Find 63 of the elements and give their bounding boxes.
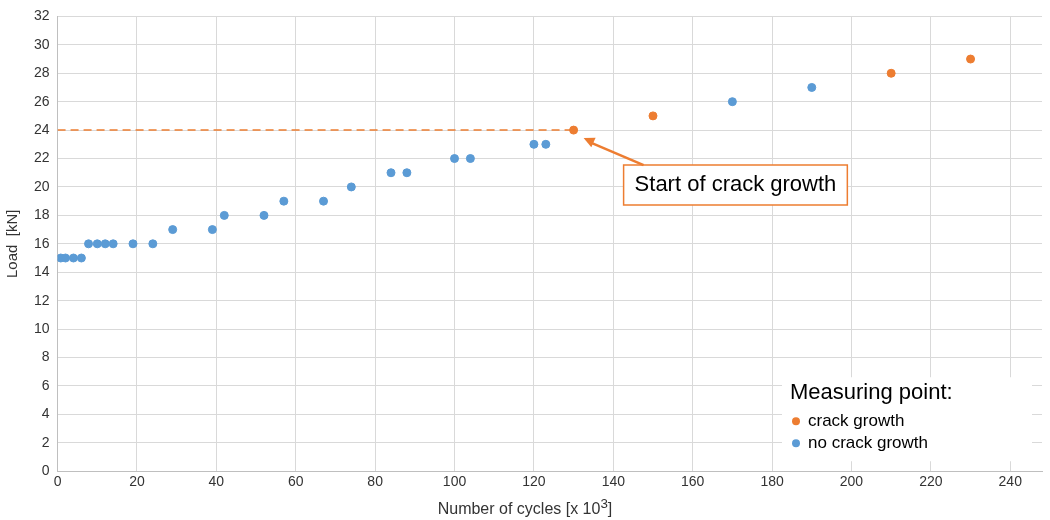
x-tick-label: 60 bbox=[287, 473, 304, 490]
point bbox=[259, 210, 269, 220]
point bbox=[529, 139, 539, 149]
x-tick-label: 0 bbox=[53, 473, 62, 490]
x-tick-label: 160 bbox=[681, 473, 705, 490]
point bbox=[648, 111, 658, 121]
point bbox=[148, 239, 158, 249]
y-tick-label: 20 bbox=[33, 177, 50, 194]
point bbox=[541, 139, 551, 149]
x-tick-label: 20 bbox=[129, 473, 145, 490]
point bbox=[279, 196, 289, 206]
y-tick-label: 24 bbox=[33, 120, 50, 137]
x-tick-label: 100 bbox=[442, 473, 467, 490]
legend-title: Measuring point: bbox=[790, 379, 953, 405]
x-tick-label: 200 bbox=[839, 473, 864, 490]
point bbox=[207, 225, 217, 235]
y-tick-label: 12 bbox=[33, 291, 50, 308]
point bbox=[966, 54, 976, 64]
x-tick-label: 120 bbox=[522, 473, 546, 490]
x-axis-title: Number of cycles [x 10$^{3}$] bbox=[436, 495, 614, 518]
y-tick-label: 2 bbox=[41, 433, 50, 450]
point bbox=[128, 239, 138, 249]
y-tick-label: 6 bbox=[41, 376, 50, 393]
point bbox=[76, 253, 86, 263]
legend-label: crack growth bbox=[808, 410, 905, 430]
y-tick-label: 32 bbox=[33, 7, 50, 24]
y-tick-label: 22 bbox=[33, 149, 50, 166]
point bbox=[100, 239, 110, 249]
y-tick-label: 28 bbox=[33, 64, 50, 81]
point bbox=[68, 253, 78, 263]
y-tick-label: 14 bbox=[33, 263, 50, 280]
point bbox=[168, 225, 178, 235]
point bbox=[569, 125, 579, 135]
point bbox=[465, 154, 475, 164]
x-tick-label: 240 bbox=[998, 473, 1023, 490]
x-tick-label: 40 bbox=[208, 473, 225, 490]
y-tick-label: 26 bbox=[33, 92, 50, 109]
point bbox=[219, 210, 229, 220]
point bbox=[450, 154, 460, 164]
y-tick-label: 18 bbox=[33, 206, 50, 223]
point bbox=[319, 196, 329, 206]
y-axis-title: Load [kN] bbox=[3, 209, 21, 278]
point bbox=[886, 68, 896, 78]
annotation: Start of crack growth bbox=[634, 171, 837, 197]
x-tick-label: 180 bbox=[760, 473, 784, 490]
point bbox=[386, 168, 396, 178]
x-tick-label: 220 bbox=[919, 473, 943, 490]
point bbox=[92, 239, 102, 249]
y-tick-label: 0 bbox=[41, 462, 50, 479]
y-tick-label: 4 bbox=[41, 405, 50, 422]
point bbox=[108, 239, 118, 249]
x-tick-label: 140 bbox=[601, 473, 626, 490]
point bbox=[346, 182, 356, 192]
legend-label: no crack growth bbox=[808, 432, 928, 452]
y-tick-label: 16 bbox=[33, 234, 50, 251]
point bbox=[807, 82, 817, 92]
y-tick-label: 10 bbox=[33, 319, 50, 336]
point bbox=[727, 97, 737, 107]
point bbox=[402, 168, 412, 178]
y-tick-label: 8 bbox=[41, 348, 50, 365]
point bbox=[84, 239, 94, 249]
x-tick-label: 80 bbox=[367, 473, 384, 490]
y-tick-label: 30 bbox=[33, 35, 50, 52]
